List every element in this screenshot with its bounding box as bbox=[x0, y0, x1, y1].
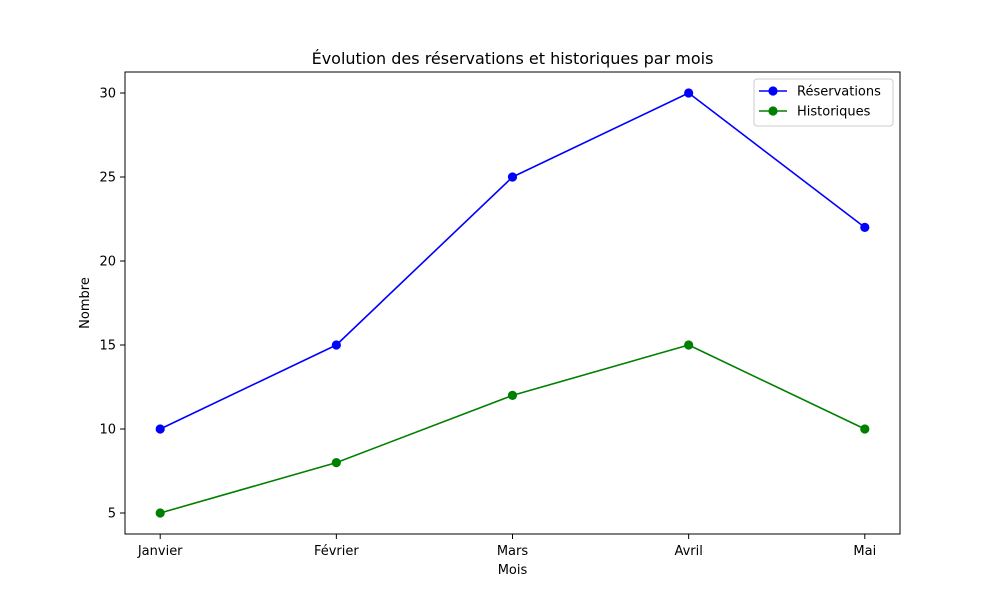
x-tick-label: Mars bbox=[497, 544, 529, 559]
y-axis-ticks: 5 10 15 20 25 30 bbox=[99, 87, 125, 522]
legend-marker bbox=[768, 86, 778, 96]
data-point bbox=[684, 88, 694, 98]
data-point bbox=[507, 390, 518, 400]
data-point bbox=[155, 424, 165, 434]
legend-entry: Réservations bbox=[759, 85, 881, 100]
legend-label: Réservations bbox=[797, 85, 881, 100]
x-tick-label: Mai bbox=[853, 544, 876, 559]
data-point bbox=[331, 340, 341, 350]
data-point bbox=[155, 508, 165, 518]
x-tick-label: Avril bbox=[674, 544, 702, 559]
series-0 bbox=[155, 88, 870, 434]
y-axis-label: Nombre bbox=[78, 277, 93, 329]
data-point bbox=[507, 172, 518, 182]
chart-title: Évolution des réservations et historique… bbox=[312, 49, 714, 68]
y-tick-label: 25 bbox=[99, 171, 116, 186]
legend-items: Réservations Historiques bbox=[759, 85, 881, 120]
plot-content bbox=[155, 88, 870, 518]
x-axis-label: Mois bbox=[498, 563, 528, 578]
legend-marker bbox=[768, 106, 778, 116]
x-axis-ticks: Janvier Février Mars Avril Mai bbox=[137, 534, 876, 559]
y-tick-label: 15 bbox=[99, 339, 116, 354]
legend-entry: Historiques bbox=[759, 105, 871, 120]
data-point bbox=[860, 222, 870, 232]
x-tick-label: Janvier bbox=[137, 544, 183, 559]
legend-label: Historiques bbox=[797, 105, 871, 120]
data-point bbox=[684, 340, 694, 350]
data-point bbox=[331, 458, 341, 468]
y-tick-label: 30 bbox=[99, 87, 116, 102]
x-tick-label: Février bbox=[314, 544, 359, 559]
y-tick-label: 20 bbox=[99, 255, 116, 270]
y-tick-label: 10 bbox=[99, 423, 116, 438]
legend-box bbox=[753, 78, 894, 127]
series-1 bbox=[155, 340, 870, 518]
chart-legend: Réservations Historiques bbox=[753, 78, 894, 127]
data-point bbox=[860, 424, 870, 434]
y-tick-label: 5 bbox=[108, 507, 116, 522]
